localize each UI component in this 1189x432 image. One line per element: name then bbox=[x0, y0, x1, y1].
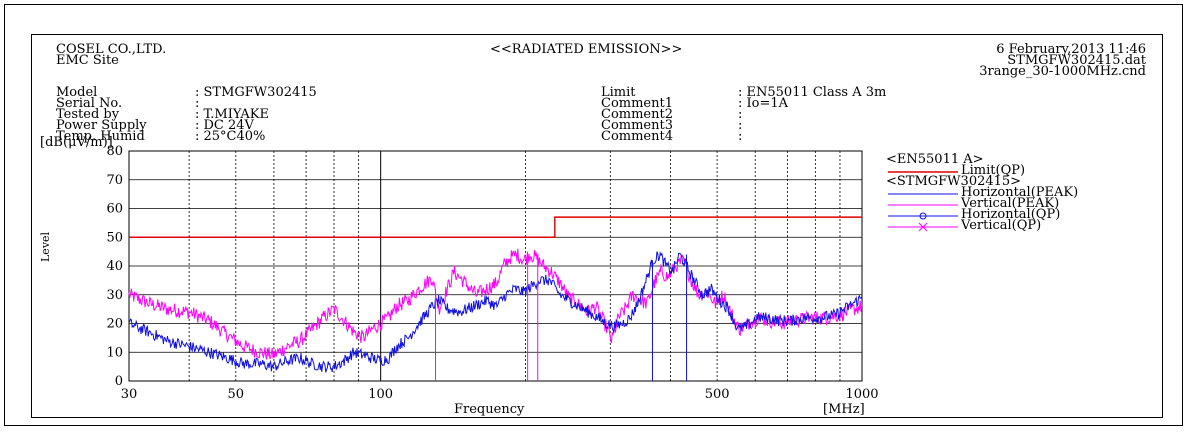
info-value-comment2: : bbox=[738, 107, 743, 122]
info-label-tested-by: Tested by bbox=[56, 107, 120, 122]
info-value-model: : STMGFW302415 bbox=[195, 85, 317, 100]
y-tick-label: 30 bbox=[106, 288, 123, 303]
x-tick-label: 100 bbox=[368, 387, 393, 402]
data-file-name: STMGFW302415.dat bbox=[1007, 53, 1146, 68]
x-axis-unit: [MHz] bbox=[823, 402, 865, 417]
report-date: 6 February,2013 11:46 bbox=[996, 42, 1146, 57]
limit-line bbox=[129, 216, 862, 238]
x-tick-label: 50 bbox=[228, 387, 245, 402]
info-label-temp-humid: Temp. Humid bbox=[56, 129, 145, 144]
horizontal-peak-trace bbox=[128, 251, 863, 373]
legend-h-peak-label: Horizontal(PEAK) bbox=[961, 185, 1079, 200]
legend-h-qp-label: Horizontal(QP) bbox=[961, 207, 1061, 222]
y-tick-label: 40 bbox=[106, 259, 123, 274]
info-value-comment1: : Io=1A bbox=[738, 96, 789, 111]
y-tick-label: 0 bbox=[115, 374, 123, 389]
info-value-comment3: : bbox=[738, 118, 743, 133]
report-frame bbox=[4, 4, 1183, 426]
info-right-values: : EN55011 Class A 3m : Io=1A : : : bbox=[738, 85, 887, 144]
x-axis-label: Frequency bbox=[454, 402, 525, 417]
report-panel bbox=[31, 34, 1163, 418]
legend-limit-label: Limit(QP) bbox=[961, 163, 1026, 178]
info-label-serial: Serial No. bbox=[56, 96, 123, 111]
y-tick-label: 20 bbox=[106, 317, 123, 332]
info-left-values: : STMGFW302415 : : T.MIYAKE : DC 24V : 2… bbox=[195, 85, 317, 144]
info-label-comment2: Comment2 bbox=[601, 107, 673, 122]
info-label-comment3: Comment3 bbox=[601, 118, 673, 133]
info-label-model: Model bbox=[56, 85, 98, 100]
legend-h-qp-circle bbox=[919, 212, 927, 220]
info-right-labels: Limit Comment1 Comment2 Comment3 Comment… bbox=[601, 85, 673, 144]
y-axis-unit: [dB(μV/m)] bbox=[40, 135, 113, 150]
info-label-limit: Limit bbox=[601, 85, 636, 100]
y-tick-label: 50 bbox=[106, 230, 123, 245]
legend-group-limit: <EN55011 A> bbox=[886, 152, 984, 167]
info-value-comment4: : bbox=[738, 129, 743, 144]
y-tick-label: 70 bbox=[106, 173, 123, 188]
legend-group-eut: <STMGFW302415> bbox=[886, 174, 1022, 189]
company-name: COSEL CO.,LTD. bbox=[56, 42, 167, 57]
info-value-power-supply: : DC 24V bbox=[195, 118, 254, 133]
legend-v-peak-label: Vertical(PEAK) bbox=[961, 196, 1060, 211]
info-value-limit: : EN55011 Class A 3m bbox=[738, 85, 887, 100]
y-tick-label: 60 bbox=[106, 202, 123, 217]
info-value-temp-humid: : 25°C40% bbox=[195, 129, 266, 144]
condition-file-name: 3range_30-1000MHz.cnd bbox=[979, 64, 1146, 79]
x-tick-label: 1000 bbox=[845, 387, 878, 402]
legend-v-qp-label: Vertical(QP) bbox=[961, 218, 1042, 233]
info-left-labels: Model Serial No. Tested by Power Supply … bbox=[56, 85, 147, 144]
info-label-comment1: Comment1 bbox=[601, 96, 673, 111]
plot-area bbox=[128, 150, 863, 382]
report-title: <<RADIATED EMISSION>> bbox=[490, 42, 683, 57]
y-tick-label: 80 bbox=[106, 144, 123, 159]
info-value-serial: : bbox=[195, 96, 200, 111]
info-label-power-supply: Power Supply bbox=[56, 118, 147, 133]
x-tick-label: 30 bbox=[121, 387, 138, 402]
vertical-peak-trace bbox=[128, 248, 863, 360]
x-tick-label: 500 bbox=[705, 387, 730, 402]
site-name: EMC Site bbox=[56, 53, 119, 68]
y-tick-label: 10 bbox=[106, 345, 123, 360]
legend-v-qp-cross bbox=[918, 222, 928, 232]
info-label-comment4: Comment4 bbox=[601, 129, 673, 144]
info-value-tested-by: : T.MIYAKE bbox=[195, 107, 270, 122]
